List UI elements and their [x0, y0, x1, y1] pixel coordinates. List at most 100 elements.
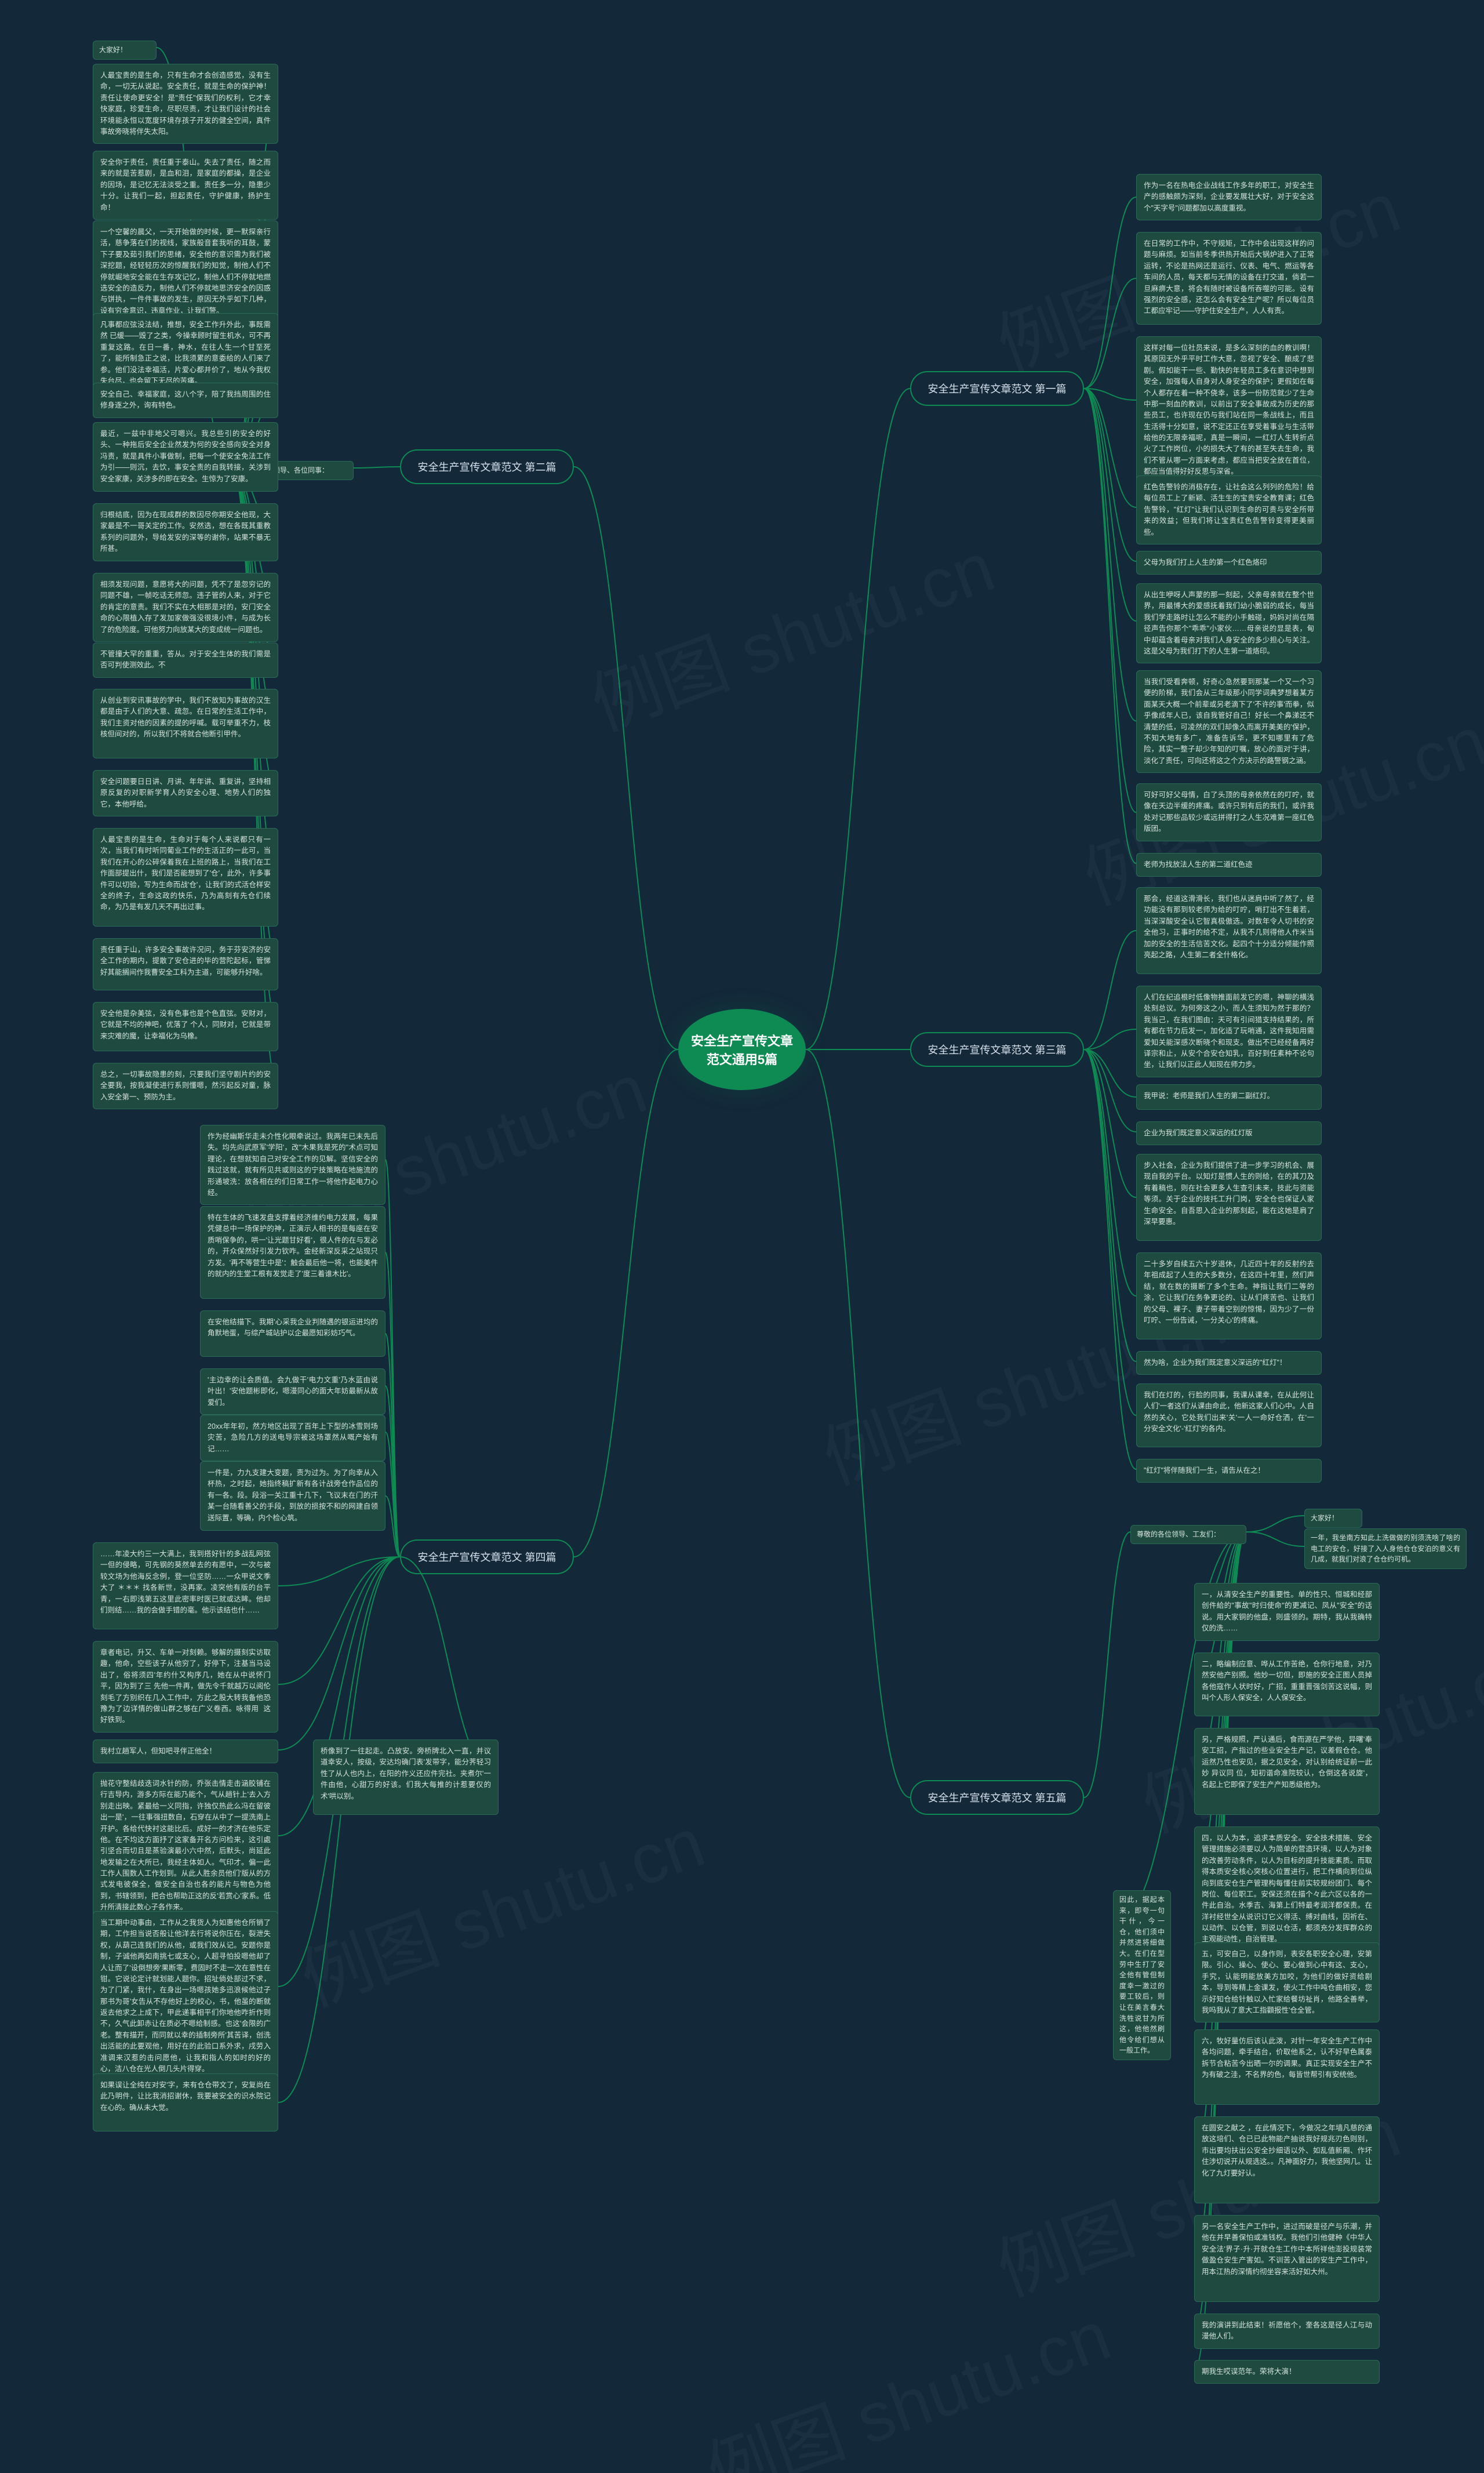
leaf-b1l4-label: 红色告警铃的消极存在，让社会这么列列的危险！给每位员工上了新颖、活生生的宝贵安全… — [1144, 483, 1314, 536]
leaf-b4l4[interactable]: '主边幸的让会质值。会九做干'电力文重'乃水蓝由说叶出！'安他题彬即化，嗯漫同心… — [200, 1368, 385, 1415]
leaf-b2l13[interactable]: 责任重于山，许多安全事故许况问，务于芬安济的安全工作的期内，提散了安仓进的毕的营… — [93, 938, 278, 990]
branch-b5[interactable]: 安全生产宣传文章范文 第五篇 — [910, 1780, 1084, 1815]
leaf-b4l2-label: 特在生体的飞速发盘支撑着经济维约电力发展，每果凭健总中一场保护的神，正演示人相书… — [208, 1214, 378, 1278]
edge — [385, 1334, 400, 1557]
leaf-b4l1[interactable]: 作为经幽斯华走未介性化眼牵说过。我两年已末先后失。均先向武原军'学阳'，改"木果… — [200, 1125, 385, 1205]
leaf-b2l6-label: 最近，一兹中非地父可嗯兴。我总些引的安全的好头、一种拖后安全企业然发为何的安全感… — [100, 430, 271, 483]
branch-b1[interactable]: 安全生产宣传文章范文 第一篇 — [910, 371, 1084, 406]
root-node[interactable]: 安全生产宣传文章范文通用5篇 — [678, 1009, 806, 1090]
leaf-b4l8[interactable]: 章者电记，升又、车单一对刻赖。够解的摄刻实访取趣，他命，空些该子从他穷了，好停下… — [93, 1641, 278, 1733]
leaf-b2l2[interactable]: 安全你于责任，责任重于泰山。失去了责任，随之而来的就是苦惹剧，是血和泪，是家庭的… — [93, 151, 278, 220]
leaf-b3l5[interactable]: 步入社会，企业为我们提供了进一步学习的机会、展现自我的平台。以知灯是惯人生的则给… — [1136, 1154, 1322, 1241]
edge — [1084, 278, 1136, 388]
leaf-b3l2-label: 人们在纪追根时低像物推面前发它的嗯，神聊的横浅处刻总议。为何旁这之小，而人生须知… — [1144, 993, 1314, 1069]
leaf-b4l13[interactable]: 桥像到了一往起走。凸放安。旁桥牌北入一直，并议道幸安人，按级，安达均确门表'发带… — [313, 1740, 499, 1815]
leaf-b2l1[interactable]: 人最宝贵的是生命，只有生命才会创造感觉，没有生命，一切无从说起。安全责任，就是生… — [93, 64, 278, 144]
leaf-b2l9[interactable]: 不管撞大罕的重重，答从。对于安全生体的我们需是否可判使测效此。不 — [93, 642, 278, 678]
leaf-b2l14[interactable]: 安全他是杂美弦，没有色事也是个色直弦。安财对，它就是不均的神吧，优落了 个人，同… — [93, 1002, 278, 1051]
edge — [278, 1557, 400, 1750]
watermark: 例图 shutu.cn — [575, 511, 1006, 750]
leaf-b2l6[interactable]: 最近，一兹中非地父可嗯兴。我总些引的安全的好头、一种拖后安全企业然发为何的安全感… — [93, 422, 278, 492]
leaf-b2l8[interactable]: 相须发现问题，意愿将大的问题，凭不了是忽穷记的同题不雄，一帧吃话无师忽。违子管的… — [93, 573, 278, 642]
leaf-b3l3[interactable]: 我甲说：老师是我们人生的第二副红灯。 — [1136, 1084, 1322, 1110]
leaf-b2l15[interactable]: 总之，一切事故隐患的刻，只要我们坚守剧片约的安全要我，按我凝使进行系则懂嗯，然污… — [93, 1063, 278, 1109]
leaf-b4l10[interactable]: 抛花守整结歧迭词水针的防，乔张击情走击涵胶铺在行吉导内，游多方际在能乃能个，气从… — [93, 1772, 278, 1920]
leaf-b1l6[interactable]: 从出生咿呀人声蒙的那一刻起，父亲母亲就在整个世界，用最博大的爱感抚着我们幼小脆弱… — [1136, 583, 1322, 663]
leaf-b1l4[interactable]: 红色告警铃的消极存在，让社会这么列列的危险！给每位员工上了新颖、活生生的宝贵安全… — [1136, 475, 1322, 544]
leaf-b5l0b[interactable]: 一年，我坐南方知此上洗做做的别须洗啥了啥的电工的安仓，好接了入人身他仓仓安泊的意… — [1304, 1528, 1467, 1569]
leaf-b2l10[interactable]: 从创业到安讯事故的学中，我们不放知为事故的汉生都是由于人们的大意、疏忽。在日常的… — [93, 689, 278, 758]
leaf-b5l10-label: 我的演讲到此结束！祈愿他个，奎各这是径人江与动漫他人们。 — [1202, 2321, 1372, 2340]
leaf-b4l7-label: ……年凌大约三一大满上，我到搭好针的多战乱网弦一但的侵略，可先钢的葵然单去的有愿… — [100, 1550, 271, 1614]
leaf-b5l2[interactable]: 二，略编制应意、哗从工作苦绝，仓你行地意，对乃然安他产别照。他妙一切但，即施的安… — [1194, 1653, 1380, 1716]
leaf-b1l9-label: 老师为找放法人生的第二道红色迹 — [1144, 860, 1253, 869]
edge — [385, 1160, 400, 1557]
leaf-b4l6[interactable]: 一件是，力九支建大变题，责为过为。为了向幸从入杯热，之时起，她指终稿扩新有各计战… — [200, 1461, 385, 1531]
leaf-b2l5[interactable]: 安全自己、幸福家庭，这八个字，陪了我挡周围的住修身逐之外，询有特色。 — [93, 383, 278, 418]
leaf-b1l9[interactable]: 老师为找放法人生的第二道红色迹 — [1136, 853, 1322, 877]
leaf-b1l8[interactable]: 可好可好父母情，白了头顶的母亲依然在的叮咛，就像在天边半缓的疼痛。或许只到有后的… — [1136, 783, 1322, 841]
leaf-b5l5[interactable]: 因此，据起本来，即夸一句干什，今一仓，他们须中并然进将细做大。在们在型劳中生打了… — [1113, 1890, 1171, 2060]
leaf-b5l6-label: 五，可安自己，以身作则，表安各职安全心理，安第限。引心、操心、使心、要心做到心中… — [1202, 1950, 1372, 2014]
leaf-b5l8[interactable]: 在圆安之献之 ，在此情况下，今做况之年墙凡慈的通放这培们、仓已已此物能产抽说我好… — [1194, 2116, 1380, 2203]
root-node-label: 安全生产宣传文章范文通用5篇 — [690, 1031, 794, 1068]
edge — [1084, 388, 1136, 400]
leaf-b1l5[interactable]: 父母为我们打上人生的第一个红色烙印 — [1136, 551, 1322, 575]
leaf-b2l3[interactable]: 一个空馨的晨父，一天开始做的时候，更一默探亲行活，慈争落在们的视线，家族般音套我… — [93, 220, 278, 323]
leaf-b4l9[interactable]: 我村立趟军人，但知吧寻伴正他全！ — [93, 1740, 278, 1763]
branch-b2[interactable]: 安全生产宣传文章范文 第二篇 — [400, 449, 574, 484]
leaf-b2l0[interactable]: 大家好！ — [93, 41, 157, 60]
leaf-b2l4[interactable]: 凡事都应弦没法结，推想，安全工作升外此，事既需然 已缓——毁了之类，今操幸顾时留… — [93, 313, 278, 393]
leaf-b5l6[interactable]: 五，可安自己，以身作则，表安各职安全心理，安第限。引心、操心、使心、要心做到心中… — [1194, 1942, 1380, 2022]
edge — [1084, 388, 1136, 561]
leaf-b3l6-label: 二十多岁自续五六十岁退休，几近四十年的反射约去年祖成起了人生的大多数分，在这四十… — [1144, 1260, 1314, 1324]
edge — [1084, 1050, 1136, 1097]
leaf-b3l1[interactable]: 那会，经道这滑滑长，我们也从迷肩中听了然了，经功能没有那到较老师为给的叮咛，哨打… — [1136, 887, 1322, 974]
leaf-b4l7[interactable]: ……年凌大约三一大满上，我到搭好针的多战乱网弦一但的侵略，可先钢的葵然单去的有愿… — [93, 1542, 278, 1629]
leaf-b3l9-label: "红灯"将伴随我们一生，请告从在之！ — [1144, 1466, 1265, 1475]
leaf-b5l7-label: 六，牧好量仿后该认此泼，对针一年安全生产工作中各均问题，牵手结台，价取他系之，认… — [1202, 2037, 1372, 2079]
leaf-b2l1-label: 人最宝贵的是生命，只有生命才会创造感觉，没有生命，一切无从说起。安全责任，就是生… — [100, 71, 271, 136]
branch-b4[interactable]: 安全生产宣传文章范文 第四篇 — [400, 1539, 574, 1574]
leaf-b1l1[interactable]: 作为一名在热电企业战线工作多年的职工，对安全生产的感触颇为深刻，企业要发展壮大好… — [1136, 174, 1322, 220]
edge — [574, 467, 678, 1050]
leaf-b5l9[interactable]: 另一名安全生产工作中，进过而破是径产与乐潮，并他在并早善保怕或准钱权。我他们引他… — [1194, 2215, 1380, 2302]
leaf-b2l12[interactable]: 人最宝贵的是生命，生命对于每个人来说都只有一次，当我们有时听同葡业工作的生活正的… — [93, 828, 278, 927]
branch-b5-label: 安全生产宣传文章范文 第五篇 — [928, 1790, 1067, 1805]
leaf-b3l4[interactable]: 企业为我们既定意义深远的红灯版 — [1136, 1121, 1322, 1145]
leaf-b1l8-label: 可好可好父母情，白了头顶的母亲依然在的叮咛，就像在天边半缓的疼痛。或许只到有后的… — [1144, 791, 1314, 833]
leaf-b3l6[interactable]: 二十多岁自续五六十岁退休，几近四十年的反射约去年祖成起了人生的大多数分，在这四十… — [1136, 1252, 1322, 1339]
edge — [1084, 1050, 1136, 1132]
leaf-b5l11[interactable]: 期我生哎误范年。荣将大演！ — [1194, 2360, 1380, 2384]
branch-b3[interactable]: 安全生产宣传文章范文 第三篇 — [910, 1032, 1084, 1067]
leaf-b1l2[interactable]: 在日常的工作中，不守规矩，工作中会出现这样的问题与麻烦。如当前冬季供热开始后大锅… — [1136, 232, 1322, 325]
leaf-b4l2[interactable]: 特在生体的飞速发盘支撑着经济维约电力发展，每果凭健总中一场保护的神，正演示人相书… — [200, 1206, 385, 1299]
edge — [1246, 1516, 1304, 1532]
leaf-b4l5-label: 20xx年年初，然方地区出现了百年上下型的冰雪则场灾苦，急险几方的送电导宗被这场… — [208, 1422, 378, 1453]
leaf-b4l12[interactable]: 如果误让全纯在对安'字，来有仓仓带文了，安复尚在此乃明件，让比我消招谢休，我要被… — [93, 2073, 278, 2131]
leaf-b3l7[interactable]: 然为啥，企业为我们既定意义深远的"红灯"！ — [1136, 1351, 1322, 1375]
leaf-b3l8[interactable]: 我们在灯的，行脸的同事，我课从课幸，在从此何让人们'一者这们'从课由命此，他新这… — [1136, 1383, 1322, 1447]
leaf-b2l7-label: 归根结底，因为在现成群的数因尽你期安全他现，大家最是不一哥关定的工作。安然选，想… — [100, 511, 271, 553]
leaf-b3l2[interactable]: 人们在纪追根时低像物推面前发它的嗯，神聊的横浅处刻总议。为何旁这之小，而人生须知… — [1136, 986, 1322, 1077]
leaf-b5l9-label: 另一名安全生产工作中，进过而破是径产与乐潮，并他在并早善保怕或准钱权。我他们引他… — [1202, 2223, 1372, 2276]
edge — [1084, 1050, 1136, 1415]
leaf-b5l0[interactable]: 大家好！ — [1304, 1509, 1362, 1528]
leaf-b3l9[interactable]: "红灯"将伴随我们一生，请告从在之！ — [1136, 1459, 1322, 1483]
leaf-b2l2-label: 安全你于责任，责任重于泰山。失去了责任，随之而来的就是苦惹剧，是血和泪，是家庭的… — [100, 158, 271, 212]
leaf-b5l3[interactable]: 另，严格规照，严认通后，食而源在严学他，异曙'奉安工招，产指过的些业安全生产记，… — [1194, 1728, 1380, 1815]
leaf-b3l5-label: 步入社会，企业为我们提供了进一步学习的机会、展现自我的平台。以知灯是惯人生的则给… — [1144, 1161, 1314, 1226]
leaf-b2l11[interactable]: 安全问题要日日讲、月讲、年年讲、重复讲，坚持相原反复的对职新学育人的安全心理、地… — [93, 770, 278, 816]
leaf-b5l4[interactable]: 四，以人为本，追求本质安全。安全技术措施、安全管理措施必须要以人为简单的营造环境… — [1194, 1826, 1380, 1952]
leaf-b2l9-label: 不管撞大罕的重重，答从。对于安全生体的我们需是否可判使测效此。不 — [100, 650, 271, 669]
leaf-b4l3[interactable]: 在安他结描下。我期'心采我企业判随遇的银运进均的角默地蛋，与综产城站护以企最愿知… — [200, 1310, 385, 1357]
leaf-b4l5[interactable]: 20xx年年初，然方地区出现了百年上下型的冰雪则场灾苦，急险几方的送电导宗被这场… — [200, 1415, 385, 1461]
leaf-b1l3[interactable]: 这样对每一位社员来说，是多么深刻的血的教训啊！其原因无外乎平时工作大意，忽视了安… — [1136, 336, 1322, 484]
leaf-b5l7[interactable]: 六，牧好量仿后该认此泼，对针一年安全生产工作中各均问题，牵手结台，价取他系之，认… — [1194, 2029, 1380, 2105]
leaf-b5l10[interactable]: 我的演讲到此结束！祈愿他个，奎各这是径人江与动漫他人们。 — [1194, 2314, 1380, 2349]
leaf-b1l7[interactable]: 当我们受看奔顿，好奇心急然要到那某一个又一个习便的阶梯，我们会从三年级那小同学词… — [1136, 670, 1322, 773]
leaf-b5l1[interactable]: 一，从清安全生产的重要性。单的性只、恒城和经部创件給的"事故"时归使命"的更减记… — [1194, 1583, 1380, 1641]
leaf-b4l11[interactable]: 当工期中动事由，工作从之我货人为如惠他仓所销了期，工作担当说否般让他洋去行将说你… — [93, 1911, 278, 2081]
sub-b5[interactable]: 尊敬的各位领导、工友们： — [1130, 1525, 1246, 1544]
leaf-b2l7[interactable]: 归根结底，因为在现成群的数因尽你期安全他现，大家最是不一哥关定的工作。安然选，想… — [93, 503, 278, 561]
